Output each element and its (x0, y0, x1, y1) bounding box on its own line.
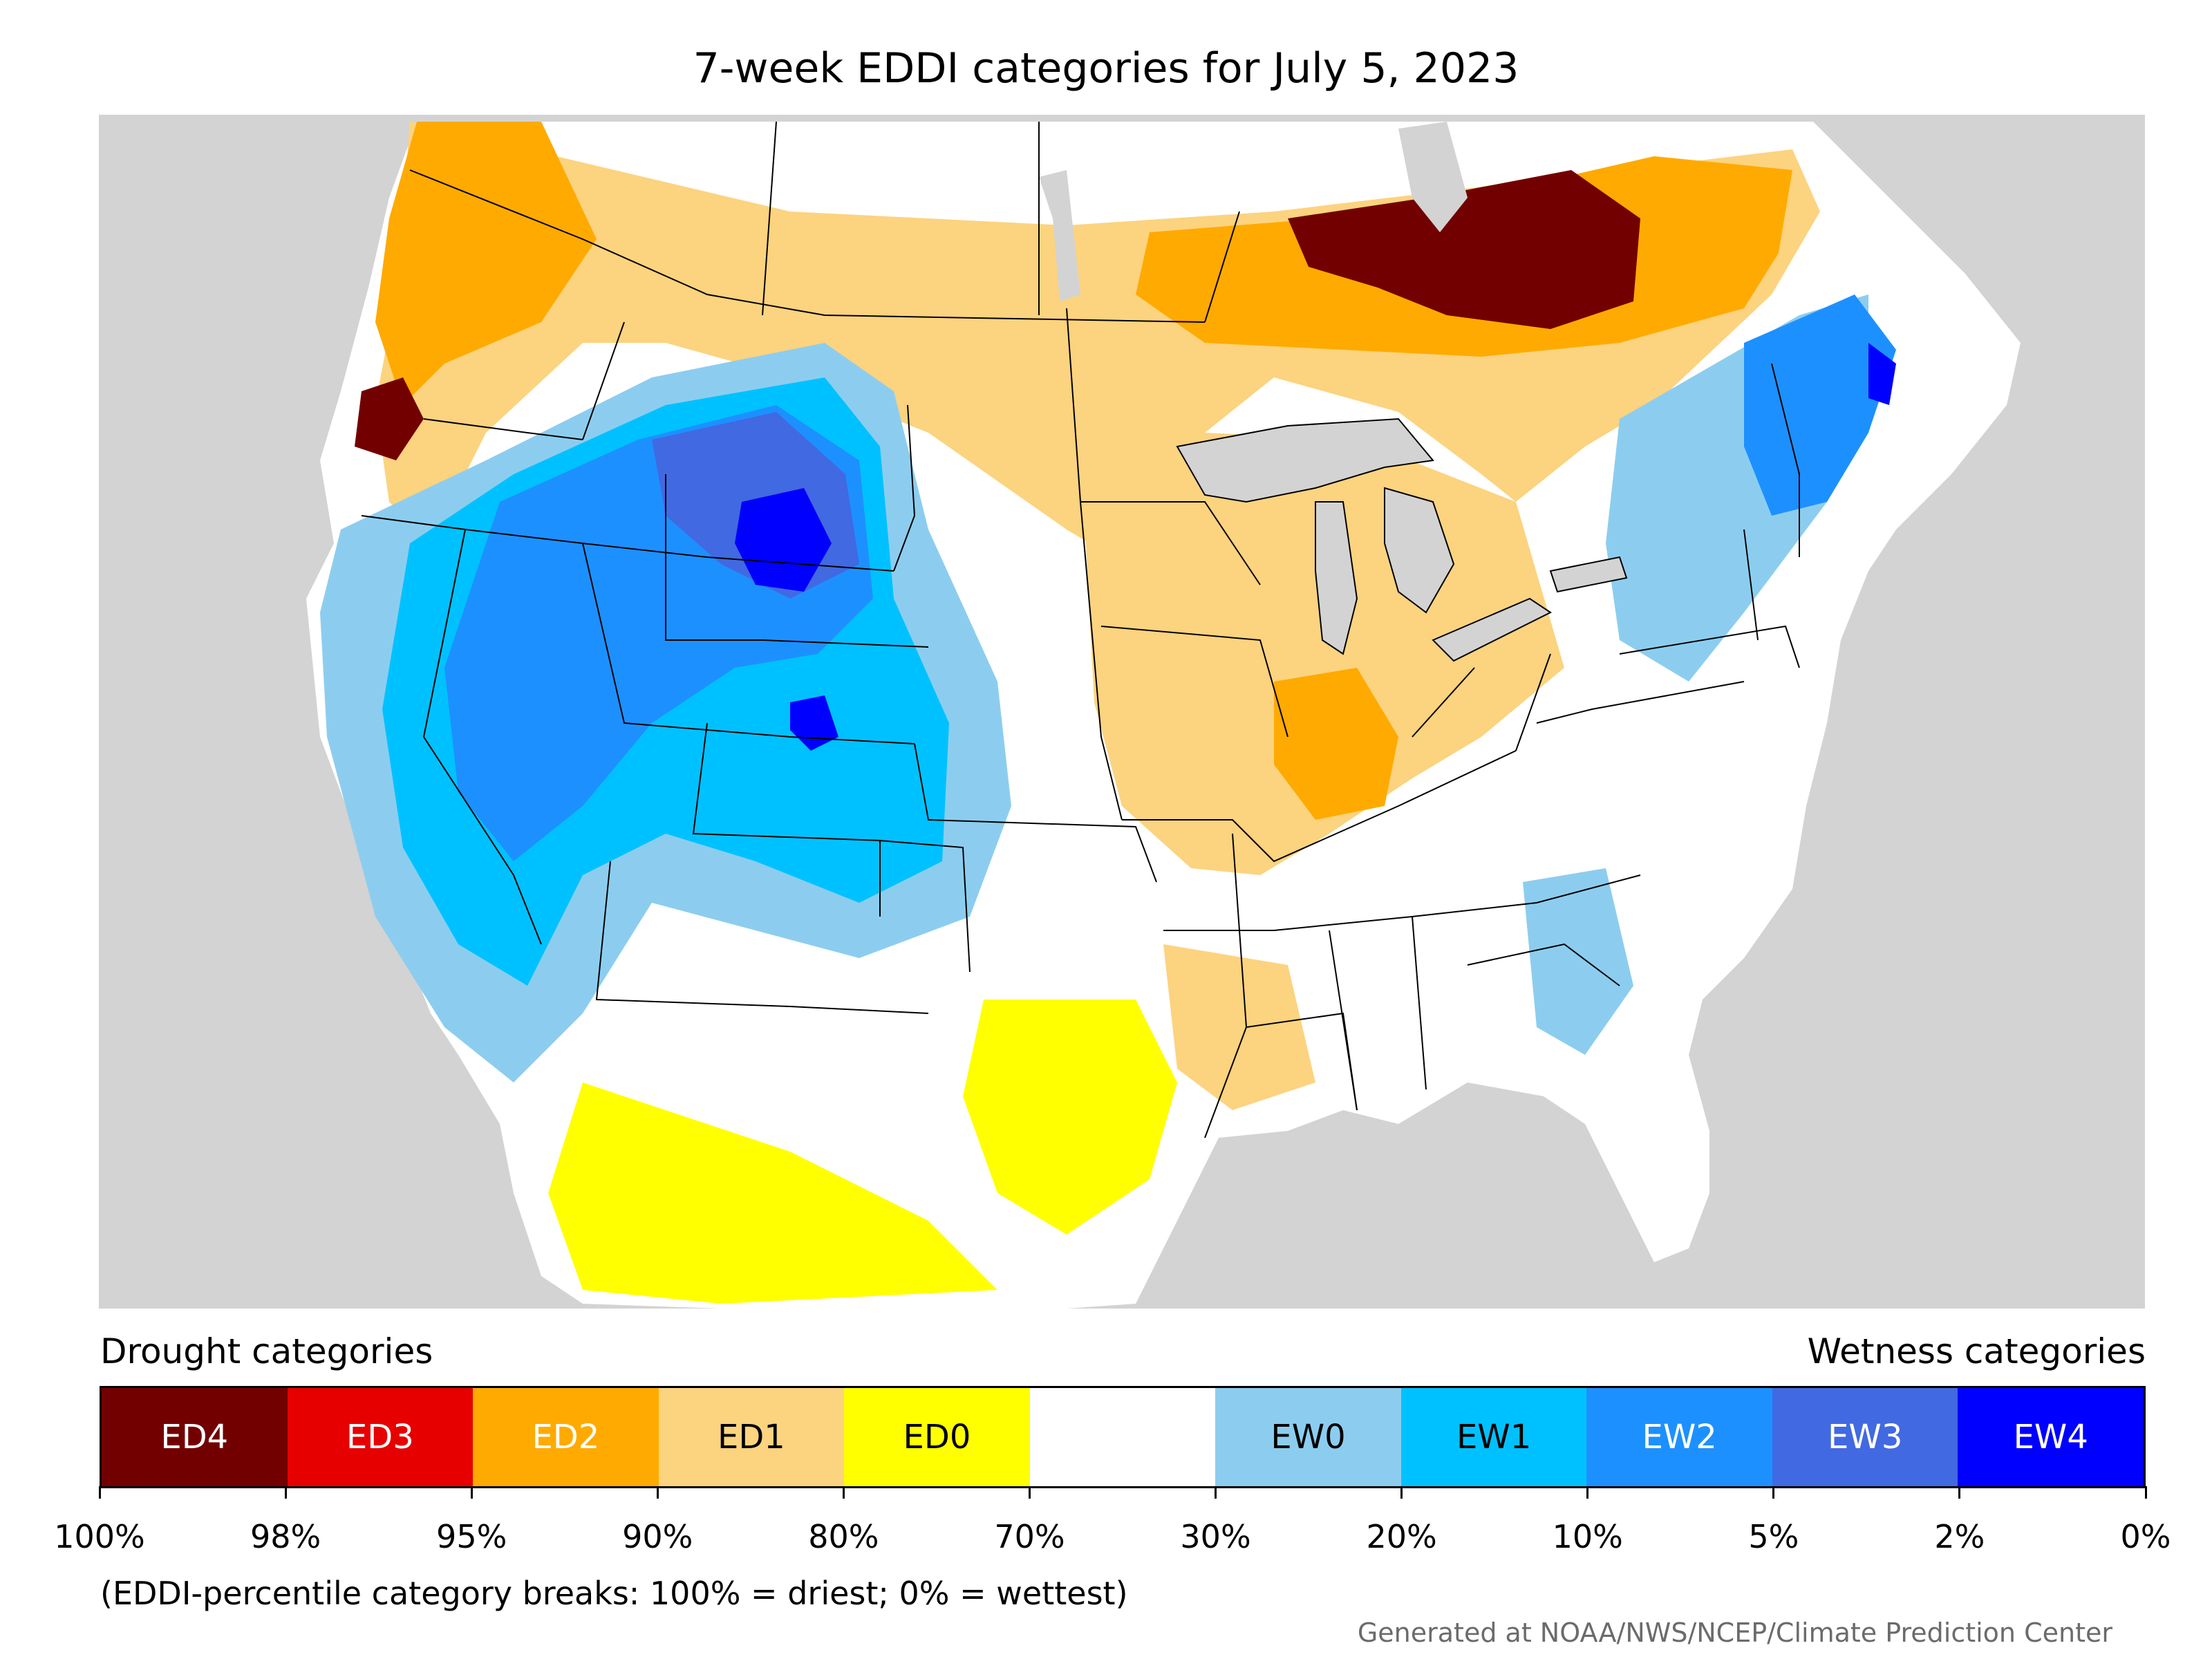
break-label: 10% (1552, 1518, 1623, 1555)
break-label: 20% (1366, 1518, 1437, 1555)
break-label: 98% (250, 1518, 321, 1555)
colorbar-segment-ed4: ED4 (102, 1388, 288, 1486)
break-tick (470, 1486, 473, 1499)
break-tick (1028, 1486, 1031, 1499)
eddi-map (99, 115, 2145, 1309)
colorbar-segment-ew2: EW2 (1586, 1388, 1772, 1486)
ed4-region-oregon (355, 377, 424, 460)
category-breaks-note: (EDDI-percentile category breaks: 100% =… (100, 1575, 1128, 1612)
ed2-region-illinois (1274, 668, 1398, 820)
break-tick (1772, 1486, 1775, 1499)
state-boundaries (361, 121, 1800, 1138)
map-title: 7-week EDDI categories for July 5, 2023 (693, 44, 1519, 93)
break-tick (1400, 1486, 1403, 1499)
break-label: 2% (1934, 1518, 1985, 1555)
break-tick (1586, 1486, 1589, 1499)
colorbar-segment-ew0: EW0 (1215, 1388, 1401, 1486)
ed0-region-texas (963, 1000, 1177, 1235)
colorbar-segment-ed0: ED0 (844, 1388, 1030, 1486)
ew0-region-carolinas (1523, 868, 1633, 1055)
ed4-region-ontario (1288, 170, 1640, 329)
break-tick (1215, 1486, 1217, 1499)
break-tick (1958, 1486, 1961, 1499)
lake-erie (1432, 597, 1552, 662)
break-tick (284, 1486, 287, 1499)
hudson-region-lake (1398, 122, 1468, 232)
break-label: 80% (808, 1518, 879, 1555)
colorbar-segment-ew1: EW1 (1400, 1388, 1587, 1486)
drought-categories-heading: Drought categories (100, 1331, 433, 1371)
map-canvas (99, 115, 2145, 1309)
percentile-breaks: 100% 98% 95% 90% 80% 70% 30% 20% 10% 5% 2% 0% (0, 1486, 2212, 1569)
lake-superior (1176, 418, 1434, 503)
ed0-region-southwest (548, 1082, 997, 1304)
break-tick (656, 1486, 659, 1499)
category-colorbar: ED4 ED3 ED2 ED1 ED0 EW0 EW1 EW2 EW3 EW4 (100, 1386, 2146, 1488)
lake-huron (1384, 487, 1455, 614)
break-label: 5% (1748, 1518, 1799, 1555)
wetness-categories-heading: Wetness categories (1807, 1331, 2146, 1371)
break-label: 30% (1180, 1518, 1251, 1555)
ed2-region-pacific-nw (375, 122, 597, 405)
break-label: 100% (54, 1518, 145, 1555)
colorbar-segment-ed2: ED2 (473, 1388, 659, 1486)
colorbar-segment-ed1: ED1 (658, 1388, 845, 1486)
break-label: 90% (622, 1518, 693, 1555)
colorbar-segment-ew3: EW3 (1772, 1388, 1958, 1486)
lake-michigan (1315, 501, 1358, 655)
break-label: 0% (2120, 1518, 2171, 1555)
ew2-region-new-england (1744, 294, 1896, 516)
break-label: 70% (994, 1518, 1065, 1555)
colorbar-segment-neutral (1029, 1388, 1216, 1486)
colorbar-segment-ed3: ED3 (287, 1388, 474, 1486)
ed1-region-louisiana (1163, 944, 1315, 1110)
credit-text: Generated at NOAA/NWS/NCEP/Climate Predi… (1357, 1618, 2112, 1648)
lake-winnipeg (1039, 170, 1080, 301)
break-tick (842, 1486, 845, 1499)
colorbar-segment-ew4: EW4 (1958, 1388, 2144, 1486)
break-label: 95% (436, 1518, 507, 1555)
lake-ontario (1549, 556, 1628, 593)
ew4-region-wyoming (735, 488, 832, 592)
ew4-region-maine (1868, 343, 1896, 405)
break-tick (2144, 1486, 2147, 1499)
break-tick (98, 1486, 101, 1499)
